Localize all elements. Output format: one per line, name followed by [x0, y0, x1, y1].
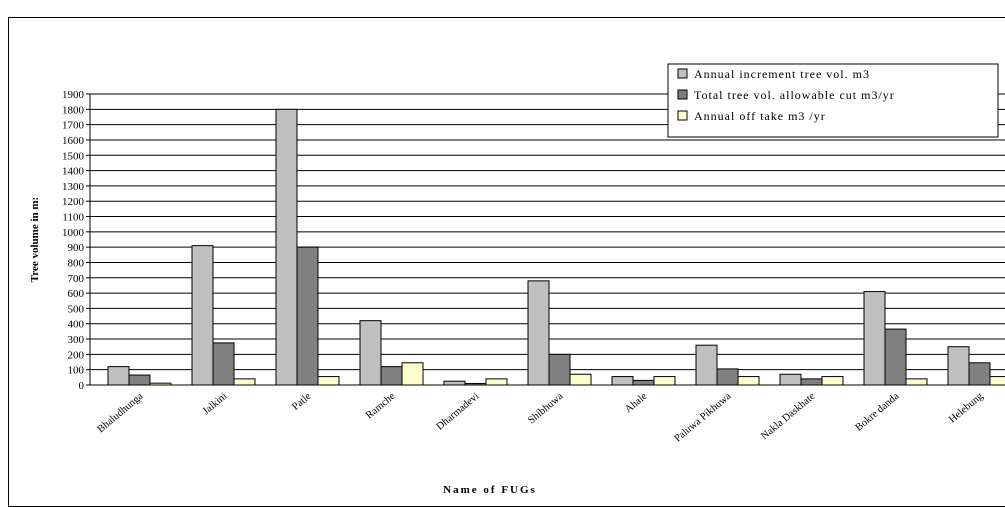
bar	[128, 374, 151, 386]
bar	[695, 344, 718, 386]
bar	[737, 376, 760, 386]
bar	[884, 328, 907, 386]
x-tick-label: Paluwa Pikhuwa	[673, 391, 734, 445]
x-axis-categories: Bhaludhunga Jalkini Patle Ramche Dharmadevi S…	[95, 390, 986, 444]
bar	[233, 378, 256, 386]
y-tick-label: 1800	[62, 104, 85, 116]
bar	[905, 378, 928, 386]
x-tick-label: Bokre danda	[853, 391, 901, 434]
y-tick-label: 400	[68, 319, 85, 331]
bar	[821, 376, 844, 386]
bar	[212, 342, 235, 386]
y-tick-label: 1900	[62, 89, 85, 101]
y-tick-label: 500	[68, 303, 85, 315]
bar	[359, 320, 382, 386]
bar	[317, 376, 340, 386]
legend-swatch	[677, 110, 688, 121]
y-tick-label: 1000	[62, 227, 85, 239]
y-tick-label: 1500	[62, 150, 85, 162]
y-tick-label: 1300	[62, 181, 85, 193]
bar	[947, 346, 970, 386]
bar	[296, 246, 319, 386]
bar	[569, 373, 592, 386]
y-tick-label: 1100	[62, 212, 84, 224]
y-tick-label: 600	[68, 288, 85, 300]
bar	[968, 362, 991, 386]
x-tick-label: Patle	[290, 391, 313, 413]
x-axis-title: Name of FUGs	[443, 484, 537, 496]
x-tick-label: Bhaludhunga	[95, 391, 145, 436]
bar	[716, 368, 739, 386]
bar	[632, 379, 655, 386]
y-tick-label: 1600	[62, 135, 85, 147]
legend: Annual increment tree vol. m3 Total tree …	[667, 63, 999, 138]
legend-swatch	[677, 89, 688, 100]
bars	[107, 108, 1005, 386]
y-tick-label: 900	[68, 242, 85, 254]
bar	[779, 373, 802, 386]
bar	[863, 291, 886, 386]
bar	[380, 366, 403, 386]
bar	[800, 378, 823, 386]
legend-box	[667, 63, 999, 138]
y-tick-label: 800	[68, 257, 85, 269]
y-tick-label: 200	[68, 349, 85, 361]
bar	[275, 108, 298, 386]
bar	[191, 245, 214, 386]
bar	[443, 380, 466, 386]
x-tick-label: Jalkini	[201, 391, 230, 417]
y-tick-label: 1700	[62, 120, 85, 132]
bar	[548, 353, 571, 386]
bar	[989, 376, 1005, 386]
y-tick-label: 300	[68, 334, 85, 346]
y-tick-label: 700	[68, 273, 85, 285]
legend-label: Annual increment tree vol. m3	[694, 67, 870, 81]
x-tick-label: Shibhuwa	[526, 391, 566, 427]
bar	[485, 378, 508, 386]
legend-label: Total tree vol. allowable cut m3/yr	[694, 88, 895, 102]
y-tick-label: 1400	[62, 166, 85, 178]
bar	[527, 280, 550, 386]
y-tick-label: 1200	[62, 196, 85, 208]
bar	[401, 362, 424, 386]
x-tick-label: Helebung	[947, 390, 986, 425]
y-axis-ticks: 0 100 200 300 400 500 600 700 800 900 1000 1100 1200…	[62, 89, 90, 392]
bar	[611, 376, 634, 386]
y-axis-title: Tree volume in m:	[29, 197, 41, 282]
bar	[653, 376, 676, 386]
x-tick-label: Nakla Daskhate	[759, 391, 817, 443]
y-tick-label: 0	[79, 380, 85, 392]
y-tick-label: 100	[68, 365, 85, 377]
legend-swatch	[677, 68, 688, 79]
legend-label: Annual off take m3 /yr	[694, 109, 826, 123]
bar	[107, 366, 130, 386]
x-tick-label: Dharmadevi	[435, 391, 482, 433]
x-tick-label: Ahale	[623, 391, 650, 416]
x-tick-label: Ramche	[364, 391, 398, 422]
